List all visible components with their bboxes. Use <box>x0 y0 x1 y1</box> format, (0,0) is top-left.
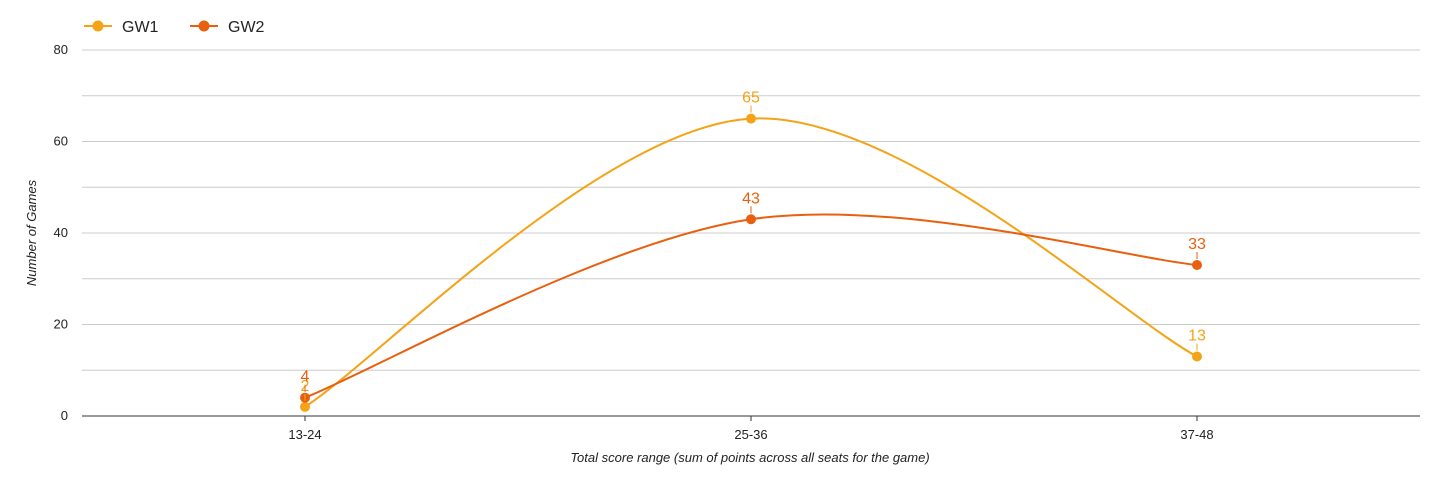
x-tick-label: 13-24 <box>288 427 321 442</box>
legend: GW1 GW2 <box>84 19 265 36</box>
axes: 0 20 40 60 80 13-24 25-36 37-48 <box>54 42 1420 442</box>
gridlines <box>82 49 1420 371</box>
data-point <box>300 401 310 412</box>
data-label: 13 <box>1188 328 1206 345</box>
y-tick-label: 40 <box>54 225 68 240</box>
y-tick-label: 60 <box>54 134 68 149</box>
series-lines <box>304 117 1198 408</box>
data-point <box>1192 260 1202 271</box>
data-point <box>746 113 756 124</box>
y-tick-label: 0 <box>61 408 68 423</box>
legend-label: GW1 <box>122 19 159 36</box>
legend-marker <box>198 20 210 32</box>
series-line-gw1 <box>304 117 1198 408</box>
legend-marker <box>92 20 104 32</box>
data-point <box>1192 351 1202 362</box>
y-axis-title: Number of Games <box>24 179 39 286</box>
data-label: 33 <box>1188 236 1206 253</box>
data-label: 65 <box>742 90 760 107</box>
x-axis-title: Total score range (sum of points across … <box>570 450 929 465</box>
data-point <box>746 214 756 225</box>
data-label: 43 <box>742 190 760 207</box>
legend-label: GW2 <box>228 19 265 36</box>
data-label: 4 <box>301 369 310 386</box>
x-tick-label: 37-48 <box>1180 427 1213 442</box>
y-tick-label: 80 <box>54 42 68 57</box>
x-tick-label: 25-36 <box>734 427 767 442</box>
data-points <box>300 113 1202 412</box>
y-tick-label: 20 <box>54 317 68 332</box>
